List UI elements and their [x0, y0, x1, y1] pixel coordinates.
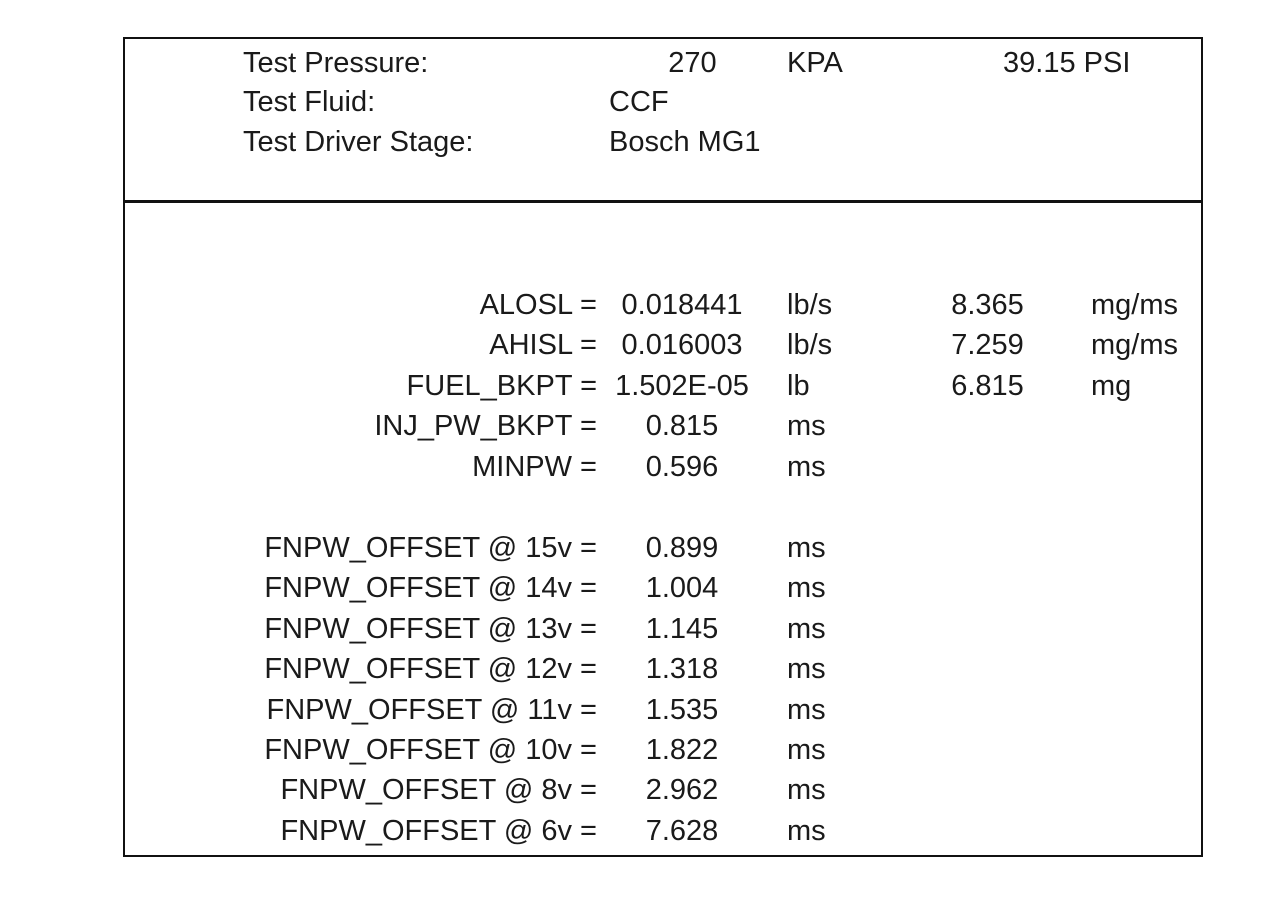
offset-row-label: FNPW_OFFSET @ 6v =: [280, 815, 597, 847]
offset-row-unit: ms: [787, 653, 826, 685]
param-row-value: 1.502E-05: [615, 370, 749, 402]
offset-row-unit: ms: [787, 572, 826, 604]
offset-row-label: FNPW_OFFSET @ 14v =: [264, 572, 597, 604]
param-row-alt-unit: mg/ms: [1091, 329, 1178, 361]
param-row-value: 0.596: [645, 451, 719, 483]
test-driver-stage-label: Test Driver Stage:: [243, 126, 474, 158]
offset-row-unit: ms: [787, 774, 826, 806]
offset-row-label: FNPW_OFFSET @ 8v =: [280, 774, 597, 806]
param-row-unit: lb/s: [787, 289, 833, 321]
offset-row-value: 1.822: [645, 734, 719, 766]
header-divider: [125, 200, 1201, 203]
param-row-alt-unit: mg/ms: [1091, 289, 1178, 321]
param-row-label: AHISL =: [489, 329, 597, 361]
offset-row-unit: ms: [787, 694, 826, 726]
param-row-alt-value: 8.365: [951, 289, 1024, 321]
param-row-label: ALOSL =: [479, 289, 597, 321]
test-fluid-label: Test Fluid:: [243, 86, 376, 118]
test-pressure-value: 270: [668, 47, 717, 79]
test-fluid-value: CCF: [609, 86, 669, 118]
param-row-unit: ms: [787, 410, 826, 442]
offset-row-value: 0.899: [645, 532, 719, 564]
offset-row-value: 2.962: [645, 774, 719, 806]
param-row-label: INJ_PW_BKPT =: [374, 410, 597, 442]
param-row-unit: lb/s: [787, 329, 833, 361]
offset-row-value: 7.628: [645, 815, 719, 847]
offset-row-label: FNPW_OFFSET @ 11v =: [266, 694, 597, 726]
param-row-unit: ms: [787, 451, 826, 483]
test-pressure-label: Test Pressure:: [243, 47, 429, 79]
offset-row-unit: ms: [787, 613, 826, 645]
param-row-value: 0.815: [645, 410, 719, 442]
param-row-value: 0.016003: [621, 329, 743, 361]
offset-row-value: 1.535: [645, 694, 719, 726]
offset-row-value: 1.318: [645, 653, 719, 685]
param-row-alt-unit: mg: [1091, 370, 1132, 402]
param-row-unit: lb: [787, 370, 810, 402]
test-pressure-unit: KPA: [787, 47, 843, 79]
injector-data-sheet: Test Pressure: 270 KPA 39.15 PSI Test Fl…: [123, 37, 1203, 857]
param-row-label: MINPW =: [472, 451, 597, 483]
test-driver-stage-value: Bosch MG1: [609, 126, 761, 158]
offset-row-unit: ms: [787, 815, 826, 847]
param-row-alt-value: 7.259: [951, 329, 1024, 361]
offset-row-unit: ms: [787, 734, 826, 766]
offset-row-value: 1.004: [645, 572, 719, 604]
offset-row-label: FNPW_OFFSET @ 15v =: [264, 532, 597, 564]
param-row-label: FUEL_BKPT =: [406, 370, 597, 402]
test-pressure-psi: 39.15 PSI: [1003, 47, 1131, 79]
param-row-value: 0.018441: [621, 289, 743, 321]
param-row-alt-value: 6.815: [951, 370, 1024, 402]
offset-row-label: FNPW_OFFSET @ 10v =: [264, 734, 597, 766]
offset-row-unit: ms: [787, 532, 826, 564]
offset-row-label: FNPW_OFFSET @ 12v =: [264, 653, 597, 685]
offset-row-value: 1.145: [645, 613, 719, 645]
offset-row-label: FNPW_OFFSET @ 13v =: [264, 613, 597, 645]
